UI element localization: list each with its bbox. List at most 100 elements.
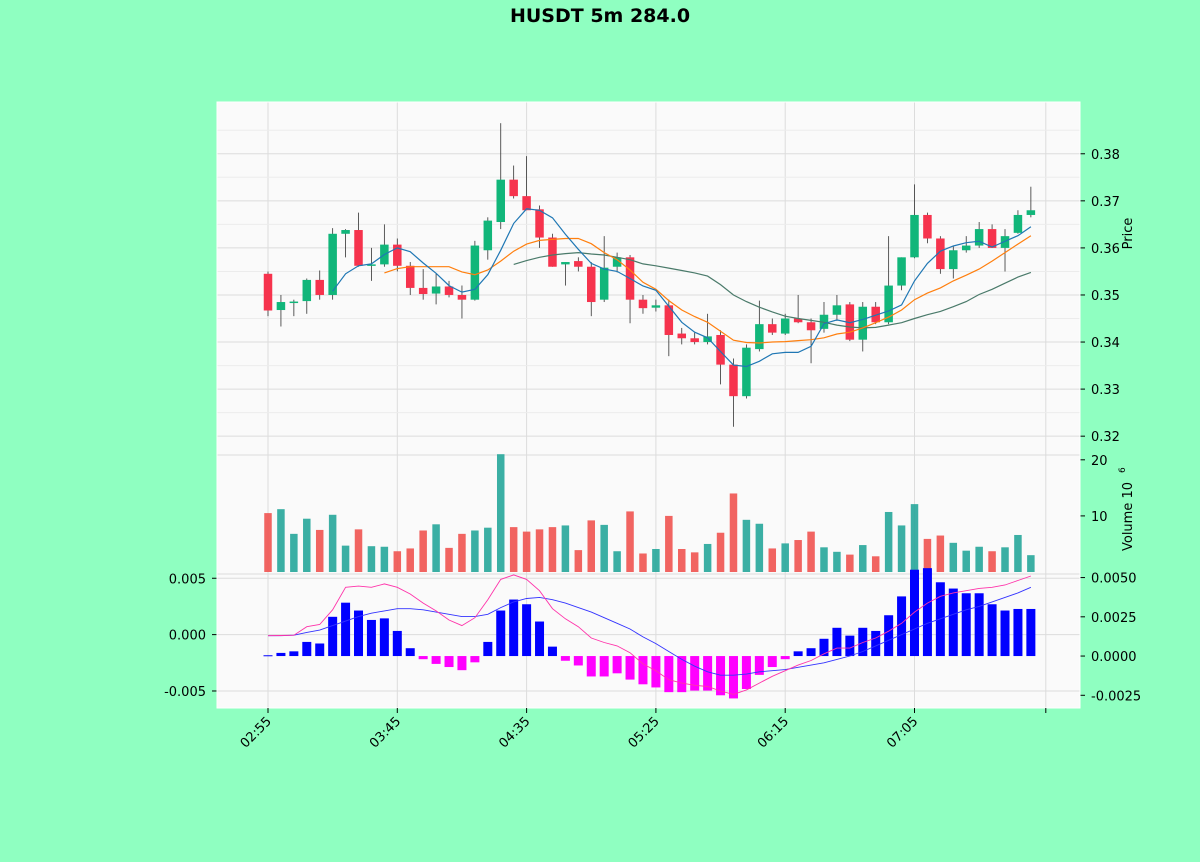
macd-tick-label-left: -0.005	[164, 685, 206, 700]
volume-bar	[690, 552, 699, 572]
macd-histogram-bar-negative	[780, 656, 790, 660]
candle-up	[910, 214, 919, 258]
volume-bar	[548, 527, 557, 572]
macd-histogram-bar-positive	[341, 602, 351, 657]
volume-bar	[496, 454, 505, 572]
macd-histogram-bar-negative	[418, 656, 428, 660]
candle-up	[755, 324, 764, 350]
candle-up	[470, 245, 480, 300]
candle-down	[444, 286, 454, 295]
volume-bar	[665, 515, 673, 572]
volume-bar	[846, 554, 854, 572]
candle-up	[302, 279, 312, 302]
volume-bar	[859, 545, 867, 572]
volume-bar	[277, 509, 285, 572]
volume-tick-label: 20	[1091, 454, 1108, 469]
candle-up	[496, 179, 505, 223]
macd-tick-label-left: 0.000	[169, 629, 206, 644]
volume-bar	[419, 530, 427, 572]
candle-down	[574, 261, 583, 267]
volume-bar	[768, 548, 777, 572]
candle-up	[742, 347, 751, 397]
macd-histogram-bar-positive	[910, 569, 919, 657]
candle-down	[845, 304, 855, 340]
macd-histogram-bar-positive	[379, 618, 389, 657]
macd-histogram-bar-positive	[483, 641, 493, 657]
volume-bar	[354, 529, 363, 572]
macd-histogram-bar-positive	[263, 655, 273, 657]
macd-histogram-bar-negative	[444, 656, 454, 668]
candle-up	[949, 250, 958, 270]
volume-bar	[833, 551, 841, 572]
candle-up	[651, 305, 661, 308]
candle-up	[961, 245, 971, 251]
macd-histogram-bar-negative	[741, 656, 751, 690]
price-tick-label: 0.34	[1091, 336, 1120, 351]
candle-up	[599, 267, 609, 300]
time-tick-label: 04:35	[496, 714, 533, 751]
macd-histogram-bar-positive	[948, 588, 958, 657]
candle-down	[509, 179, 518, 197]
candle-down	[716, 334, 725, 365]
macd-histogram-bar-positive	[858, 627, 868, 657]
macd-tick-label-left: 0.005	[169, 572, 206, 587]
volume-bar	[923, 538, 932, 572]
candle-up	[1000, 236, 1010, 248]
macd-histogram-bar-positive	[1000, 610, 1010, 657]
macd-histogram-bar-negative	[690, 656, 700, 691]
candle-down	[806, 322, 816, 331]
volume-bar	[936, 535, 945, 572]
volume-axis-label: Volume 10	[1121, 482, 1136, 551]
price-tick-label: 0.33	[1091, 383, 1120, 398]
moving-average-fast	[332, 208, 1032, 368]
candle-down	[548, 237, 557, 267]
candle-down	[987, 229, 997, 248]
volume-bar	[341, 545, 350, 572]
macd-line	[267, 574, 1032, 695]
volume-bar	[794, 540, 802, 572]
candle-up	[884, 285, 893, 323]
volume-bar	[626, 511, 634, 572]
macd-histogram-bar-negative	[754, 656, 764, 675]
volume-bar	[445, 547, 453, 572]
candle-down	[638, 299, 648, 309]
volume-bar	[535, 529, 544, 572]
volume-bar	[600, 524, 608, 572]
volume-axis-exponent: 6	[1118, 467, 1128, 473]
candle-down	[768, 324, 777, 333]
macd-histogram-bar-negative	[651, 656, 661, 688]
candle-down	[793, 318, 803, 323]
volume-bar	[613, 551, 621, 572]
volume-bar	[897, 525, 906, 572]
volume-bar	[884, 511, 893, 572]
volume-bar	[910, 504, 919, 572]
volume-bar	[742, 519, 751, 572]
macd-histogram-bar-positive	[819, 638, 829, 657]
volume-bar	[574, 550, 583, 572]
candle-down	[405, 265, 415, 288]
macd-histogram-bar-positive	[793, 651, 803, 657]
macd-tick-label-right: 0.0025	[1091, 611, 1137, 626]
volume-bar	[871, 556, 880, 572]
macd-histogram-bar-negative	[703, 656, 713, 691]
macd-histogram-bar-positive	[302, 641, 312, 657]
volume-bar	[1014, 534, 1022, 572]
macd-histogram-bar-positive	[897, 596, 907, 657]
candle-down	[263, 273, 273, 311]
candle-up	[1026, 210, 1036, 215]
chart-title: HUSDT 5m 284.0	[509, 5, 691, 27]
volume-bar	[587, 520, 595, 572]
volume-bar	[1001, 547, 1009, 572]
macd-histogram-bar-positive	[496, 610, 506, 657]
macd-histogram-bar-positive	[289, 651, 299, 657]
candle-down	[936, 238, 945, 270]
price-tick-label: 0.38	[1091, 148, 1120, 163]
macd-histogram-bar-positive	[366, 619, 376, 657]
candle-down	[664, 305, 674, 335]
volume-bar	[367, 546, 376, 572]
macd-histogram-bar-positive	[974, 593, 984, 657]
candle-down	[457, 294, 467, 300]
macd-histogram-bar-positive	[871, 630, 881, 657]
